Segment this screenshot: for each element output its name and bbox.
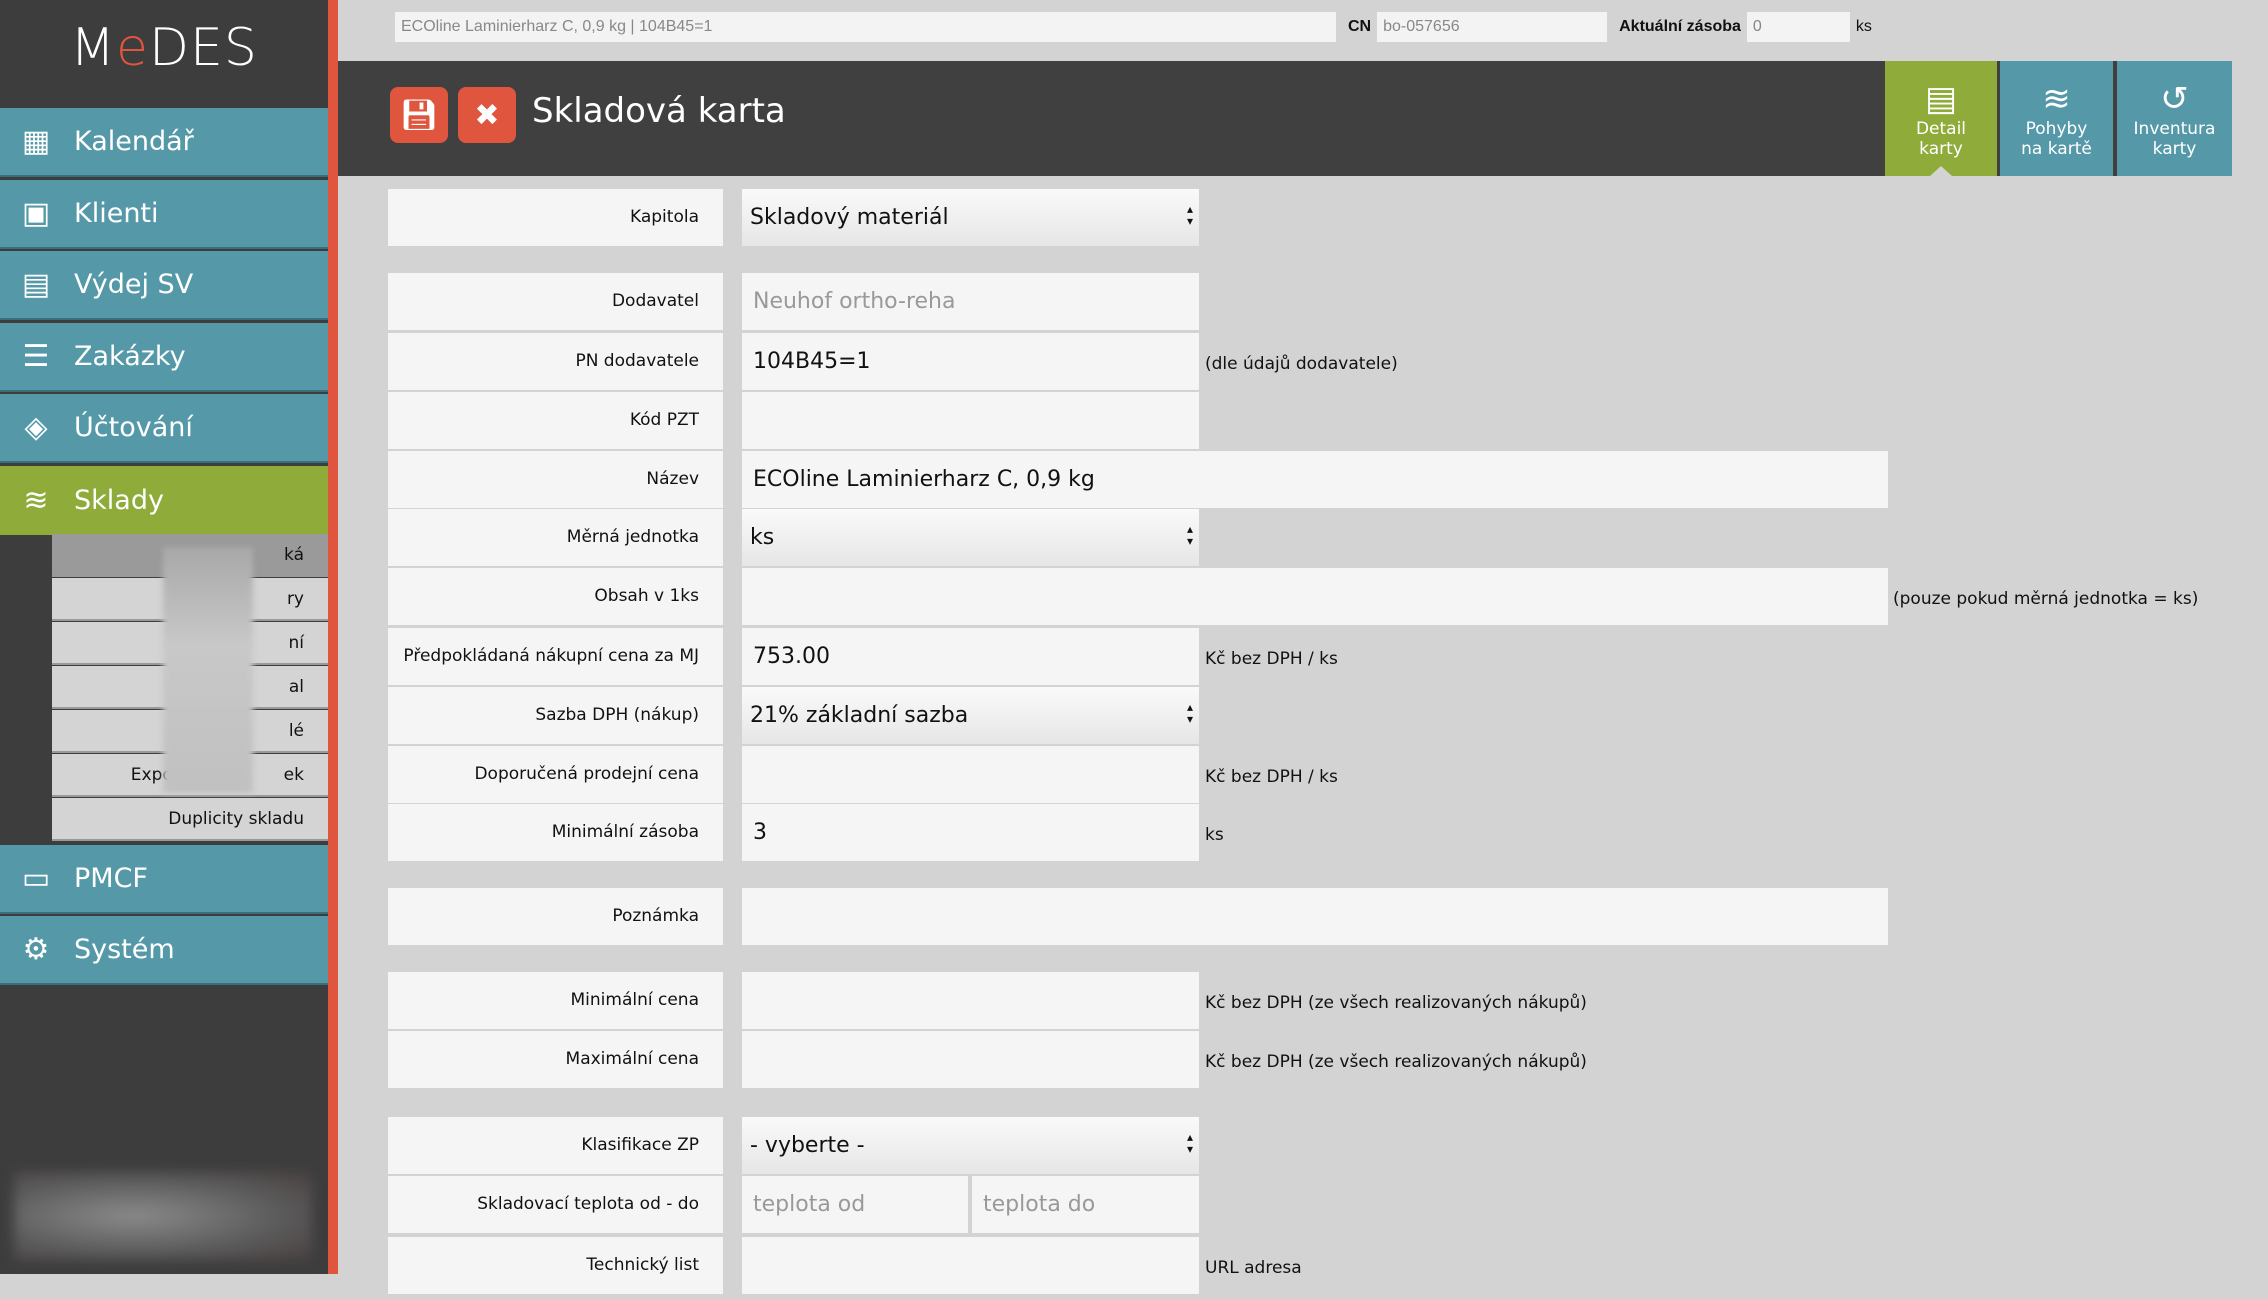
cena-field[interactable]: 753.00 — [742, 628, 1199, 685]
field-label: Minimální zásoba — [388, 804, 723, 861]
nav-label: Klienti — [74, 198, 159, 229]
product-field[interactable]: ECOline Laminierharz C, 0,9 kg | 104B45=… — [395, 12, 1336, 42]
field-label: Obsah v 1ks — [388, 568, 723, 625]
sidebar-item-klienti[interactable]: ▣ Klienti — [0, 180, 328, 249]
field-label: Kapitola — [388, 189, 723, 246]
sidebar-item-kalendar[interactable]: ▦ Kalendář — [0, 108, 328, 177]
tab-label: Inventura — [2133, 119, 2216, 139]
minzas-field[interactable]: 3 — [742, 804, 1199, 861]
sidebar-divider — [328, 0, 338, 1274]
field-label: Skladovací teplota od - do — [388, 1176, 723, 1233]
close-icon: ✖ — [474, 97, 500, 133]
field-label: Kód PZT — [388, 392, 723, 449]
field-label: Technický list — [388, 1237, 723, 1294]
dph-select[interactable]: 21% základní sazba — [742, 687, 1199, 744]
field-label: Dodavatel — [388, 273, 723, 330]
nav-label: Kalendář — [74, 126, 194, 157]
mincena-field[interactable] — [742, 972, 1199, 1029]
sidebar-item-system[interactable]: ⚙ Systém — [0, 916, 328, 985]
cn-label: CN — [1348, 18, 1372, 35]
stack-icon: ≋ — [2042, 79, 2071, 119]
sidebar-item-vydej-sv[interactable]: ▤ Výdej SV — [0, 251, 328, 320]
stack-icon: ≋ — [23, 483, 49, 518]
stock-label: Aktuální zásoba — [1619, 18, 1741, 35]
mj-select[interactable]: ks — [742, 509, 1199, 566]
wallet-icon: ▤ — [21, 267, 51, 302]
field-hint: Kč bez DPH / ks — [1205, 767, 1338, 787]
pn-field[interactable]: 104B45=1 — [742, 333, 1199, 390]
field-label: Poznámka — [388, 888, 723, 945]
nav-label: Zakázky — [74, 341, 186, 372]
history-icon: ↺ — [2160, 79, 2189, 119]
field-hint: (dle údajů dodavatele) — [1205, 354, 1398, 374]
nav-label: Výdej SV — [74, 269, 194, 300]
field-label: Název — [388, 451, 723, 508]
contact-icon: ▣ — [21, 196, 51, 231]
nav-label: Systém — [74, 934, 175, 965]
poznamka-field[interactable] — [742, 888, 1888, 945]
maxcena-field[interactable] — [742, 1031, 1199, 1088]
obsah-field[interactable] — [742, 568, 1888, 625]
cn-field[interactable]: bo-057656 — [1377, 12, 1608, 42]
teplota-do-field[interactable]: teplota do — [972, 1176, 1199, 1233]
tab-pohyby[interactable]: ≋ Pohyby na kartě — [2000, 61, 2113, 176]
field-label: Doporučená prodejní cena — [388, 746, 723, 803]
teplota-od-field[interactable]: teplota od — [742, 1176, 968, 1233]
field-label: Měrná jednotka — [388, 509, 723, 566]
tab-label: karty — [2152, 139, 2197, 159]
techlist-field[interactable] — [742, 1237, 1199, 1294]
klasifikace-select[interactable]: - vyberte - — [742, 1117, 1199, 1174]
tab-label: karty — [1919, 139, 1963, 159]
floppy-icon: 💾︎ — [399, 97, 439, 133]
list-icon: ☰ — [22, 339, 50, 374]
field-hint: URL adresa — [1205, 1258, 1302, 1278]
detail-icon: ▤ — [1924, 79, 1958, 119]
nav-label: PMCF — [74, 863, 148, 894]
save-button[interactable]: 💾︎ — [390, 87, 448, 143]
tab-detail-karty[interactable]: ▤ Detail karty — [1885, 61, 1997, 176]
sidebar-item-sklady[interactable]: ≋ Sklady — [0, 466, 328, 535]
field-label: Klasifikace ZP — [388, 1117, 723, 1174]
sidebar-item-pmcf[interactable]: ▭ PMCF — [0, 845, 328, 914]
prodejni-field[interactable] — [742, 746, 1199, 803]
tab-label: na kartě — [2021, 139, 2092, 159]
gears-icon: ⚙ — [22, 932, 50, 967]
sidebar: MeDES ▦ Kalendář ▣ Klienti ▤ Výdej SV ☰ Zaká… — [0, 0, 328, 1274]
tab-label: Detail — [1915, 119, 1967, 139]
sidebar-item-zakazky[interactable]: ☰ Zakázky — [0, 323, 328, 392]
dodavatel-field[interactable]: Neuhof ortho-reha — [742, 273, 1199, 330]
field-label: Předpokládaná nákupní cena za MJ — [388, 628, 723, 685]
sidebar-item-uctovani[interactable]: ◈ Účtování — [0, 394, 328, 463]
tag-icon: ◈ — [24, 410, 48, 445]
field-label: PN dodavatele — [388, 333, 723, 390]
kapitola-select[interactable]: Skladový materiál — [742, 189, 1199, 246]
top-bar: ECOline Laminierharz C, 0,9 kg | 104B45=… — [395, 12, 1878, 42]
logo[interactable]: MeDES — [70, 18, 258, 78]
nazev-field[interactable]: ECOline Laminierharz C, 0,9 kg — [742, 451, 1888, 508]
stock-field[interactable]: 0 — [1746, 12, 1850, 42]
page-title: Skladová karta — [532, 91, 786, 131]
calendar-icon: ▦ — [21, 124, 51, 159]
field-label: Sazba DPH (nákup) — [388, 687, 723, 744]
field-hint: Kč bez DPH (ze všech realizovaných nákup… — [1205, 1052, 1587, 1072]
nav-label: Sklady — [74, 485, 164, 516]
field-hint: Kč bez DPH (ze všech realizovaných nákup… — [1205, 993, 1587, 1013]
field-label: Minimální cena — [388, 972, 723, 1029]
close-button[interactable]: ✖ — [458, 87, 516, 143]
nav-label: Účtování — [74, 412, 193, 443]
field-label: Maximální cena — [388, 1031, 723, 1088]
stock-unit: ks — [1855, 18, 1872, 35]
field-hint: (pouze pokud měrná jednotka = ks) — [1893, 589, 2199, 609]
pzt-field[interactable] — [742, 392, 1199, 449]
field-hint: ks — [1205, 825, 1224, 845]
redacted-user — [14, 1172, 312, 1260]
page-header: 💾︎ ✖ Skladová karta ▤ Detail karty ≋ Pohyby… — [338, 61, 2232, 176]
redacted-area — [163, 547, 253, 793]
id-card-icon: ▭ — [21, 861, 51, 896]
tab-label: Pohyby — [2025, 119, 2088, 139]
field-hint: Kč bez DPH / ks — [1205, 649, 1338, 669]
tab-inventura[interactable]: ↺ Inventura karty — [2117, 61, 2232, 176]
submenu-item-duplicity[interactable]: Duplicity skladu — [52, 798, 328, 841]
